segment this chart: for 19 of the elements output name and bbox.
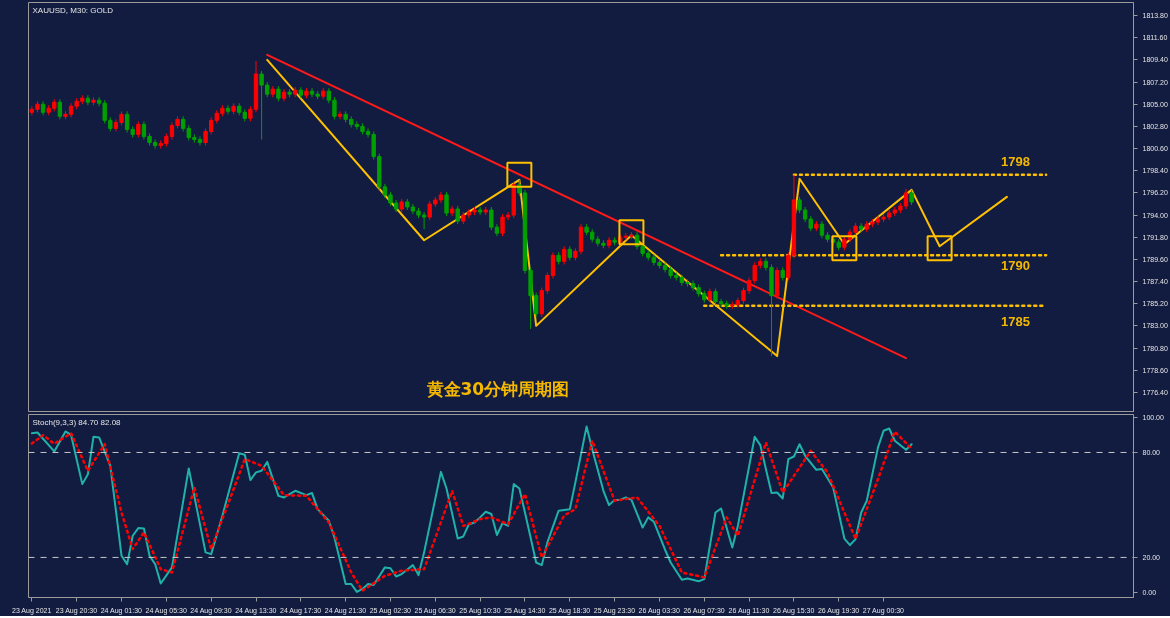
candlestick: [562, 245, 567, 265]
annotation: 1785: [1001, 314, 1030, 329]
point: [926, 235, 953, 262]
candlestick: [225, 104, 231, 115]
point: [618, 219, 645, 246]
candlestick: [85, 94, 91, 106]
annotation: 1790: [1001, 258, 1030, 273]
point: [831, 235, 858, 262]
candlestick: [455, 205, 460, 225]
candlestick: [337, 110, 343, 120]
point: [506, 161, 533, 188]
annotation: 1798: [1001, 154, 1030, 169]
candlestick: [606, 236, 612, 249]
chart-title: XAUUSD, M30: GOLD: [32, 5, 114, 15]
annotation: 黄金30分钟周期图: [425, 378, 570, 399]
candlestick: [444, 191, 449, 217]
candlestick: [57, 98, 63, 120]
chart-title: Stoch(9,3,3) 84.70 82.08: [32, 417, 122, 427]
candlestick: [477, 206, 483, 216]
